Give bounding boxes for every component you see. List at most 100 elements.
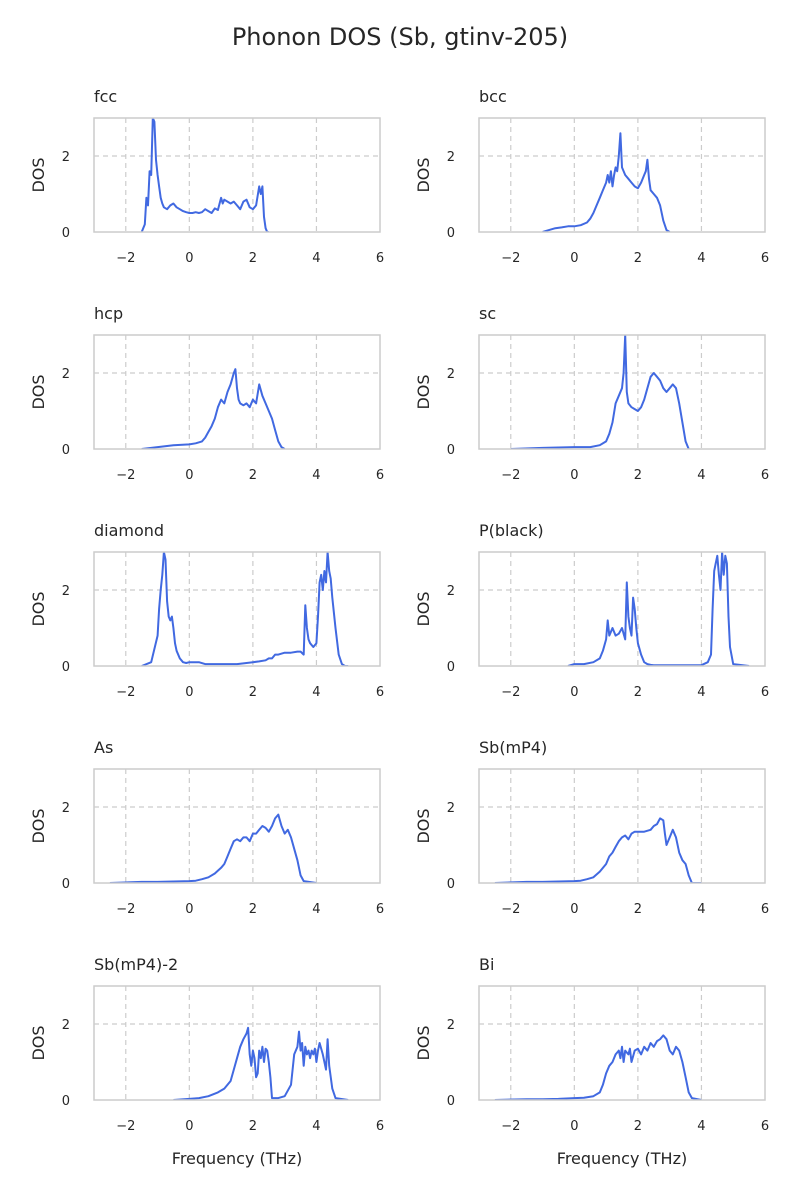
dos-series-line xyxy=(494,817,702,883)
dos-series-line xyxy=(494,1034,702,1100)
subplot-bcc: bcc −2 0 2 4 6 0 2 DOS xyxy=(414,87,769,266)
y-tick-label: 0 xyxy=(62,226,70,241)
x-tick-label: 6 xyxy=(376,468,384,483)
x-tick-label: 2 xyxy=(634,468,642,483)
subplot-bi: Bi −2 0 2 4 6 0 2 DOS Frequency (THz) xyxy=(414,955,769,1168)
subplot-title: Bi xyxy=(479,955,494,974)
dos-series-line xyxy=(109,813,317,883)
x-tick-label: 4 xyxy=(312,685,320,700)
subplot-title: P(black) xyxy=(479,521,544,540)
subplot-diamond: diamond −2 0 2 4 6 0 2 DOS xyxy=(29,521,384,700)
x-tick-label: −2 xyxy=(501,902,520,917)
dos-series-line xyxy=(141,552,349,666)
x-tick-label: 6 xyxy=(376,251,384,266)
subplot-sb-mp4: Sb(mP4) −2 0 2 4 6 0 2 DOS xyxy=(414,738,769,917)
axes-frame xyxy=(93,768,381,884)
x-tick-label: 0 xyxy=(570,251,578,266)
x-tick-label: 0 xyxy=(185,251,193,266)
x-tick-label: 2 xyxy=(249,685,257,700)
x-tick-label: 2 xyxy=(634,902,642,917)
subplot-title: As xyxy=(94,738,113,757)
subplot-as: As −2 0 2 4 6 0 2 DOS xyxy=(29,738,384,917)
y-axis-label: DOS xyxy=(414,157,433,192)
y-axis-label: DOS xyxy=(29,157,48,192)
x-tick-label: 2 xyxy=(634,251,642,266)
x-tick-label: 4 xyxy=(312,1119,320,1134)
y-axis-label: DOS xyxy=(414,374,433,409)
y-axis-label: DOS xyxy=(29,591,48,626)
axes-frame xyxy=(93,985,381,1101)
x-tick-label: −2 xyxy=(501,468,520,483)
axes-frame xyxy=(93,117,381,233)
x-tick-label: −2 xyxy=(116,251,135,266)
x-tick-label: 0 xyxy=(185,685,193,700)
y-tick-label: 2 xyxy=(447,367,455,382)
y-axis-label: DOS xyxy=(414,808,433,843)
x-tick-label: 0 xyxy=(570,1119,578,1134)
x-tick-label: −2 xyxy=(116,468,135,483)
x-tick-label: 4 xyxy=(697,902,705,917)
y-tick-label: 0 xyxy=(447,660,455,675)
x-tick-label: 2 xyxy=(249,902,257,917)
y-tick-label: 0 xyxy=(447,226,455,241)
axes-frame xyxy=(478,551,766,667)
y-tick-label: 2 xyxy=(62,150,70,165)
x-tick-label: 6 xyxy=(761,685,769,700)
subplot-title: Sb(mP4)-2 xyxy=(94,955,178,974)
axes-frame xyxy=(478,768,766,884)
x-axis-label: Frequency (THz) xyxy=(172,1149,302,1168)
x-tick-label: 4 xyxy=(697,251,705,266)
x-tick-label: 2 xyxy=(249,1119,257,1134)
y-tick-label: 2 xyxy=(447,801,455,816)
x-tick-label: 4 xyxy=(697,468,705,483)
y-tick-label: 0 xyxy=(447,443,455,458)
y-tick-label: 2 xyxy=(62,801,70,816)
x-tick-label: 4 xyxy=(312,902,320,917)
subplot-hcp: hcp −2 0 2 4 6 0 2 DOS xyxy=(29,304,384,483)
dos-series-line xyxy=(567,552,750,666)
x-tick-label: 2 xyxy=(249,468,257,483)
x-tick-label: −2 xyxy=(501,685,520,700)
y-tick-label: 2 xyxy=(62,1018,70,1033)
x-tick-label: 0 xyxy=(570,902,578,917)
x-tick-label: 2 xyxy=(634,1119,642,1134)
axes-frame xyxy=(93,334,381,450)
figure-title: Phonon DOS (Sb, gtinv-205) xyxy=(232,23,568,51)
y-tick-label: 2 xyxy=(62,367,70,382)
x-tick-label: 6 xyxy=(761,251,769,266)
axes-frame xyxy=(478,985,766,1101)
x-axis-label: Frequency (THz) xyxy=(557,1149,687,1168)
x-tick-label: −2 xyxy=(116,902,135,917)
y-axis-label: DOS xyxy=(29,808,48,843)
subplot-title: fcc xyxy=(94,87,117,106)
axes-frame xyxy=(478,334,766,450)
x-tick-label: 4 xyxy=(312,468,320,483)
axes-frame xyxy=(478,117,766,233)
x-tick-label: −2 xyxy=(116,685,135,700)
y-axis-label: DOS xyxy=(29,1025,48,1060)
y-tick-label: 2 xyxy=(447,584,455,599)
subplot-p-black: P(black) −2 0 2 4 6 0 2 DOS xyxy=(414,521,769,700)
subplot-title: hcp xyxy=(94,304,123,323)
subplot-fcc: fcc −2 0 2 4 6 0 2 DOS xyxy=(29,87,384,266)
x-tick-label: −2 xyxy=(501,251,520,266)
x-tick-label: 6 xyxy=(761,902,769,917)
x-tick-label: 6 xyxy=(376,902,384,917)
x-tick-label: 2 xyxy=(249,251,257,266)
y-tick-label: 2 xyxy=(447,150,455,165)
x-tick-label: 0 xyxy=(185,1119,193,1134)
y-tick-label: 0 xyxy=(447,1094,455,1109)
y-axis-label: DOS xyxy=(414,1025,433,1060)
subplot-title: sc xyxy=(479,304,496,323)
y-axis-label: DOS xyxy=(29,374,48,409)
y-tick-label: 0 xyxy=(447,877,455,892)
x-tick-label: 0 xyxy=(570,685,578,700)
x-tick-label: 6 xyxy=(376,685,384,700)
subplot-sc: sc −2 0 2 4 6 0 2 DOS xyxy=(414,304,769,483)
axes-frame xyxy=(93,551,381,667)
dos-series-line xyxy=(140,118,269,232)
subplot-title: Sb(mP4) xyxy=(479,738,547,757)
